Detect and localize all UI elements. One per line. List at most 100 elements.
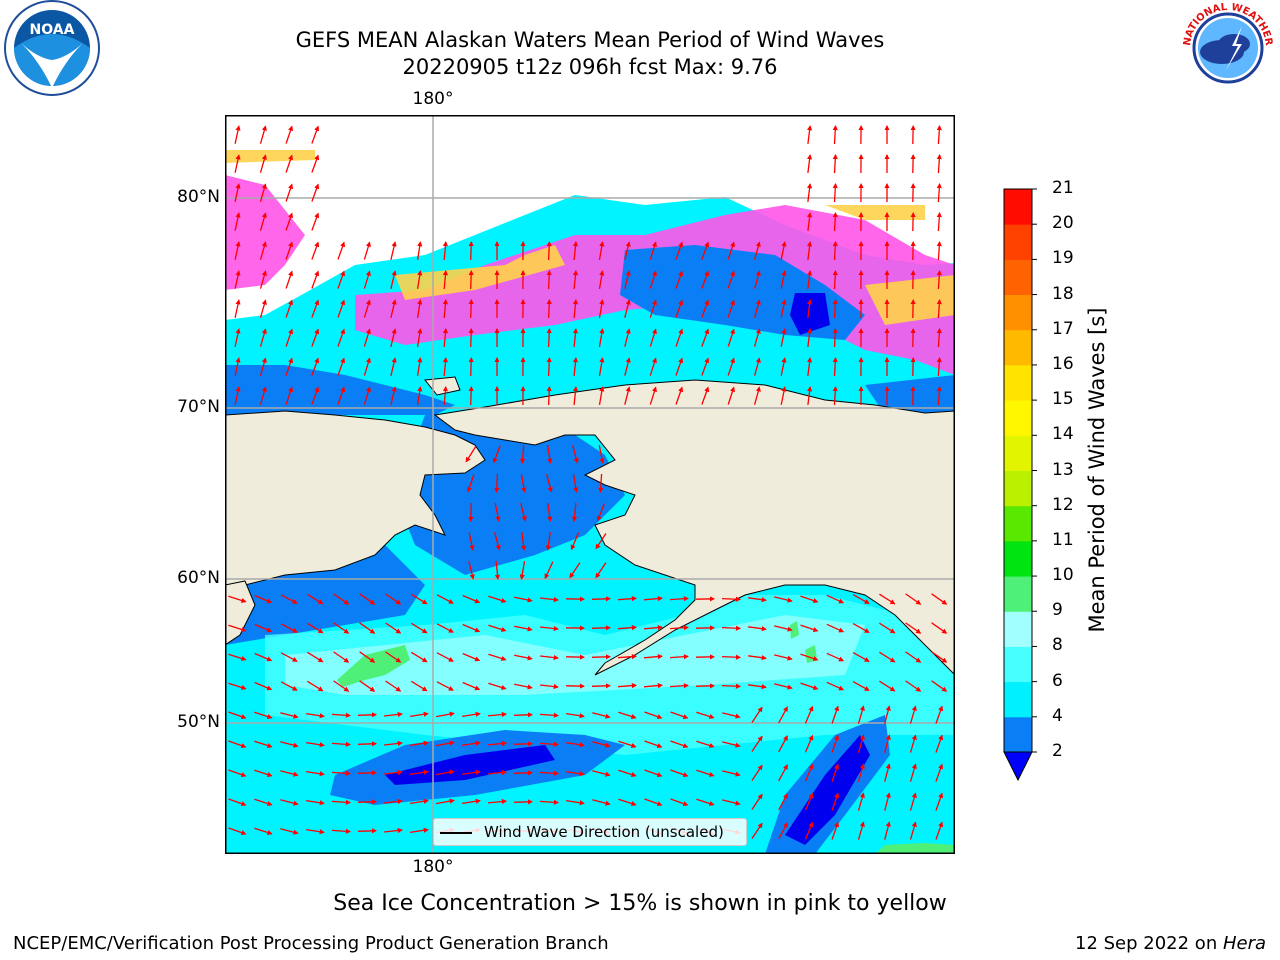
wind-wave-arrow — [259, 328, 267, 347]
wind-wave-arrow — [462, 594, 481, 604]
wind-wave-arrow — [696, 798, 715, 806]
wind-wave-arrow — [857, 792, 865, 811]
wind-wave-arrow — [280, 741, 299, 748]
wind-wave-arrow — [363, 241, 371, 260]
wind-wave-arrow — [285, 154, 294, 173]
wind-wave-arrow — [800, 653, 819, 662]
wind-wave-arrow — [774, 596, 793, 603]
wind-wave-arrow — [935, 763, 944, 782]
wind-wave-arrow — [624, 386, 631, 405]
wind-wave-arrow — [409, 798, 429, 805]
wind-wave-arrow — [333, 680, 350, 692]
wind-wave-arrow — [384, 711, 403, 718]
wind-wave-arrow — [807, 241, 813, 260]
wind-wave-arrow — [624, 270, 631, 289]
wind-wave-arrow — [649, 357, 657, 376]
wind-wave-arrow — [539, 799, 560, 805]
wind-wave-arrow — [546, 444, 553, 464]
wind-wave-arrow — [826, 594, 845, 604]
wind-wave-arrow — [390, 328, 397, 347]
wind-wave-arrow — [780, 386, 787, 405]
wind-wave-arrow — [311, 154, 320, 173]
wind-wave-arrow — [234, 183, 241, 202]
wind-wave-arrow — [285, 183, 294, 202]
wind-wave-arrow — [228, 740, 247, 749]
wind-wave-arrow — [774, 654, 793, 661]
wind-wave-arrow — [544, 561, 554, 580]
wind-wave-arrow — [442, 356, 449, 377]
wind-wave-arrow — [780, 328, 787, 347]
wind-wave-arrow — [649, 241, 657, 260]
wind-wave-arrow — [513, 712, 534, 718]
wind-wave-arrow — [572, 298, 579, 319]
wind-wave-arrow — [935, 705, 944, 724]
footer-date: 12 Sep 2022 on Hera — [1075, 933, 1266, 954]
wind-wave-arrow — [598, 473, 604, 494]
wind-wave-arrow — [285, 299, 294, 318]
wind-wave-arrow — [675, 386, 684, 405]
colorbar-segment — [1004, 470, 1032, 507]
wind-wave-arrow — [804, 734, 814, 753]
wind-wave-arrow — [409, 827, 429, 834]
wind-wave-arrow — [905, 651, 922, 663]
wind-wave-arrow — [540, 683, 559, 690]
wind-wave-arrow — [569, 562, 581, 579]
wind-wave-arrow — [804, 705, 814, 724]
wind-wave-arrow — [307, 593, 324, 605]
wind-wave-arrow — [675, 270, 684, 289]
wind-wave-arrow — [701, 328, 710, 347]
wind-wave-arrow — [416, 241, 423, 261]
wind-wave-arrow — [363, 386, 371, 405]
lat-label-80n: 80°N — [177, 187, 220, 207]
wind-wave-arrow — [832, 240, 838, 261]
wind-wave-arrow — [804, 821, 814, 840]
wind-wave-arrow — [468, 298, 474, 319]
nws-logo: NATIONAL WEATHER SERVICE — [1176, 0, 1274, 94]
wind-wave-arrow — [591, 625, 612, 631]
graticule — [225, 115, 955, 854]
wind-wave-arrow — [311, 386, 320, 405]
wind-wave-arrow — [643, 653, 664, 660]
wind-wave-arrow — [416, 299, 423, 319]
wind-wave-arrow — [753, 299, 761, 318]
wind-wave-arrow — [722, 741, 741, 748]
wind-wave-arrow — [935, 821, 944, 840]
wind-wave-arrow — [436, 594, 454, 604]
wind-wave-arrow — [807, 212, 813, 231]
wind-wave-arrow — [228, 653, 247, 661]
wind-wave-arrow — [778, 822, 788, 840]
wind-wave-arrow — [780, 270, 787, 289]
wind-wave-arrow — [701, 299, 710, 318]
wind-wave-arrow — [285, 328, 294, 347]
wind-wave-arrow — [254, 711, 273, 719]
wind-wave-arrow — [435, 711, 455, 718]
wind-wave-arrow — [546, 385, 552, 406]
wind-wave-arrow — [675, 357, 684, 376]
wind-wave-arrow — [280, 712, 299, 719]
wind-wave-arrow — [462, 623, 481, 633]
wind-wave-arrow — [234, 357, 241, 376]
wind-wave-arrow — [311, 357, 320, 376]
colorbar-tick-label: 9 — [1052, 600, 1063, 621]
wind-wave-arrow — [748, 684, 767, 690]
wind-wave-arrow — [931, 680, 948, 692]
wind-wave-arrow — [488, 595, 507, 603]
colorbar-segment — [1004, 294, 1032, 331]
colorbar-segment — [1004, 224, 1032, 260]
wind-wave-arrow — [807, 154, 813, 173]
wind-wave-arrow — [357, 770, 378, 776]
wind-wave-arrow — [617, 683, 638, 689]
wind-wave-arrow — [305, 712, 325, 719]
wind-wave-arrow — [280, 623, 298, 633]
wind-wave-arrow — [468, 561, 475, 580]
wind-wave-arrow — [280, 770, 299, 777]
wind-wave-arrow — [259, 154, 267, 173]
colorbar-tick-label: 10 — [1052, 565, 1074, 586]
wind-wave-arrow — [234, 270, 241, 289]
wind-wave-arrow — [234, 386, 241, 405]
wind-wave-arrow — [675, 241, 684, 260]
wind-wave-arrow — [804, 763, 814, 782]
wind-wave-arrow — [649, 270, 657, 289]
wind-wave-arrow — [359, 622, 376, 634]
wind-wave-arrow — [331, 741, 352, 747]
